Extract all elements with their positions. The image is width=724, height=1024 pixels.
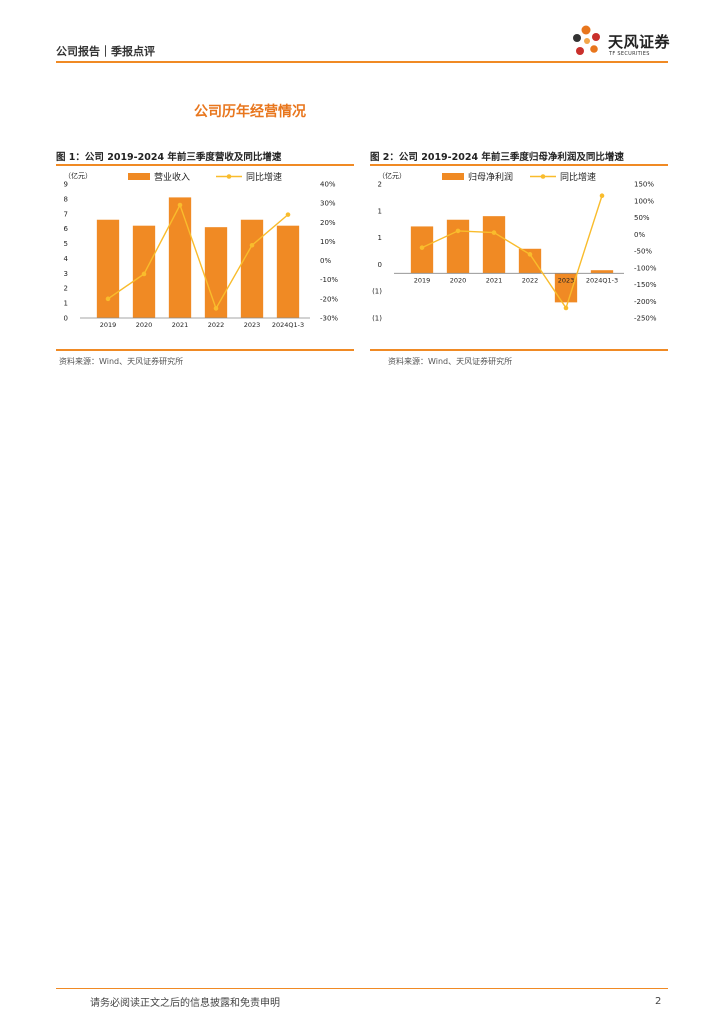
bar (482, 216, 506, 274)
footer-disclaimer: 请务必阅读正文之后的信息披露和免责申明 (90, 998, 280, 1009)
category-label: 2021 (172, 321, 189, 328)
section-title: 公司历年经营情况 (194, 104, 306, 120)
figure-1-source: 资料来源：Wind、天风证券研究所 (59, 357, 184, 366)
category-label: 2023 (558, 276, 575, 284)
left-tick-label: 1 (378, 234, 382, 242)
legend-line-label: 同比增速 (560, 171, 596, 183)
right-tick-label: -250% (634, 315, 657, 323)
left-tick-label: 8 (64, 195, 68, 203)
growth-line (107, 203, 289, 311)
growth-line (421, 195, 603, 310)
bar (204, 227, 228, 318)
right-tick-label: 0% (320, 257, 331, 265)
left-tick-label: 0 (378, 261, 382, 269)
legend-bar-label: 归母净利润 (468, 171, 513, 183)
unit-label: （亿元） (64, 171, 92, 180)
figure-2-top-rule (370, 164, 668, 166)
figure-1-chart: （亿元） 0 1 2 3 4 5 6 7 8 9 -30% -20% -10% 0% 10% 20% 30% 40%… (56, 168, 354, 328)
brand-en: TF SECURITIES (609, 51, 650, 57)
bar (168, 197, 192, 318)
right-tick-label: 40% (320, 181, 336, 189)
left-tick-label: 1 (64, 300, 68, 308)
figure-1-title: 图 1：公司 2019-2024 年前三季度营收及同比增速 (56, 152, 282, 163)
left-tick-label: 2 (378, 181, 382, 189)
category-label: 2020 (450, 276, 467, 284)
right-tick-label: -200% (634, 298, 657, 306)
growth-point (105, 296, 111, 302)
brand-logo: 天风证券 TF SECURITIES (568, 22, 678, 60)
figure-1-top-rule (56, 164, 354, 166)
brand-name: 天风证券 (608, 33, 671, 51)
footer-divider (56, 988, 668, 989)
legend-bar-swatch (442, 173, 464, 180)
category-label: 2022 (208, 321, 225, 328)
growth-point (249, 242, 255, 248)
brand-flower-icon (573, 25, 600, 55)
left-tick-label: 4 (64, 255, 69, 263)
category-label: 2024Q1-3 (586, 276, 618, 284)
right-tick-label: -150% (634, 281, 657, 289)
left-tick-label: 5 (64, 240, 68, 248)
growth-point (599, 193, 605, 199)
legend-line-marker (540, 174, 546, 179)
right-tick-label: -50% (634, 248, 652, 256)
growth-point (563, 305, 569, 311)
category-label: 2024Q1-3 (272, 321, 304, 328)
growth-point (177, 202, 183, 208)
legend-line-marker (226, 174, 232, 179)
left-tick-label: (1) (372, 315, 382, 323)
right-tick-label: 30% (320, 200, 336, 208)
left-tick-label: 0 (64, 315, 68, 323)
left-tick-label: 6 (64, 225, 69, 233)
growth-point (455, 228, 461, 234)
bar (240, 219, 264, 318)
figure-2-source: 资料来源：Wind、天风证券研究所 (388, 357, 513, 366)
page-number: 2 (655, 996, 662, 1007)
right-tick-label: -30% (320, 315, 338, 323)
bar (554, 273, 578, 303)
category-label: 2022 (522, 276, 539, 284)
bar (446, 219, 470, 274)
right-tick-label: -10% (320, 276, 338, 284)
figure-1-bottom-rule (56, 349, 354, 351)
bar (590, 270, 614, 274)
unit-label: （亿元） (378, 171, 406, 180)
report-type-label: 公司报告｜季报点评 (56, 45, 155, 58)
left-tick-label: 9 (64, 181, 68, 189)
right-tick-label: 50% (634, 214, 650, 222)
right-tick-label: 10% (320, 238, 336, 246)
category-label: 2020 (136, 321, 153, 328)
growth-point (213, 306, 219, 311)
right-tick-label: 150% (634, 181, 654, 189)
growth-point (527, 252, 533, 257)
right-tick-label: 20% (320, 219, 336, 227)
left-tick-label: 2 (64, 285, 68, 293)
right-tick-label: -20% (320, 295, 338, 303)
right-tick-label: 100% (634, 197, 654, 205)
bar (276, 225, 300, 318)
growth-point (285, 212, 291, 217)
right-tick-label: 0% (634, 231, 645, 239)
left-tick-label: (1) (372, 288, 382, 296)
growth-point (141, 271, 147, 277)
left-tick-label: 7 (64, 210, 68, 218)
category-label: 2019 (414, 276, 431, 284)
right-tick-label: -100% (634, 264, 657, 272)
category-label: 2023 (244, 321, 261, 328)
bar (96, 219, 120, 318)
left-tick-label: 1 (378, 207, 382, 215)
figure-2-title: 图 2：公司 2019-2024 年前三季度归母净利润及同比增速 (370, 152, 624, 163)
figure-2-chart: （亿元） (1) (1) 0 1 1 2 -250% -200% -150% -100% -50% 0%… (370, 168, 668, 328)
legend-bar-label: 营业收入 (154, 171, 190, 183)
category-label: 2019 (100, 321, 117, 328)
bar (518, 248, 542, 274)
legend-bar-swatch (128, 173, 150, 180)
legend-line-label: 同比增速 (246, 171, 282, 183)
growth-point (491, 230, 497, 235)
header-divider (56, 61, 668, 63)
growth-point (419, 245, 425, 250)
figure-2-bottom-rule (370, 349, 668, 351)
category-label: 2021 (486, 276, 503, 284)
left-tick-label: 3 (64, 270, 68, 278)
